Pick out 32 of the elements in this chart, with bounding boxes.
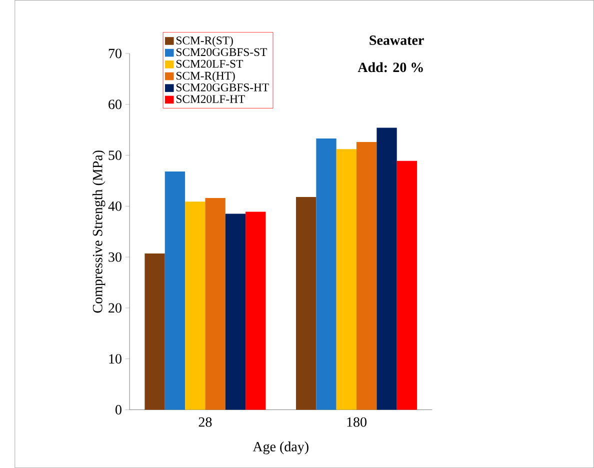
x-tick-label: 180	[347, 417, 366, 427]
y-tick-label: 0	[116, 404, 122, 414]
bar	[396, 160, 418, 410]
x-axis-title: Age (day)	[252, 441, 308, 454]
bar	[205, 198, 226, 410]
bar	[185, 202, 206, 410]
text: Seawater	[370, 35, 424, 45]
bar	[316, 138, 336, 410]
y-tick-label: 30	[108, 252, 122, 262]
bar	[296, 196, 316, 410]
annotation: Add: 20 %	[358, 62, 423, 72]
y-axis-title: Compressive Strength (MPa)	[92, 150, 106, 313]
legend-label: SCM-R(HT)	[176, 71, 235, 82]
bar	[225, 214, 246, 410]
legend-label: SCM20GGBFS-HT	[176, 83, 269, 92]
bar	[164, 171, 186, 410]
bar	[356, 142, 377, 410]
legend-label: SCM20GGBFS-ST	[176, 48, 267, 56]
x-tick-label: 28	[198, 417, 212, 427]
y-tick-label: 40	[108, 201, 122, 211]
bar	[246, 212, 266, 410]
legend-label: SCM20LF-ST	[176, 60, 243, 68]
bar	[336, 149, 357, 410]
y-tick-label: 20	[108, 303, 122, 313]
bar	[144, 253, 165, 410]
y-tick-label: 70	[108, 48, 122, 58]
legend-label: SCM20LF-HT	[176, 95, 245, 103]
y-tick-label: 10	[109, 354, 122, 364]
y-tick-label: 50	[108, 150, 122, 160]
bar	[376, 128, 397, 410]
y-tick-label: 60	[108, 100, 122, 110]
legend-label: SCM-R(ST)	[176, 36, 233, 47]
